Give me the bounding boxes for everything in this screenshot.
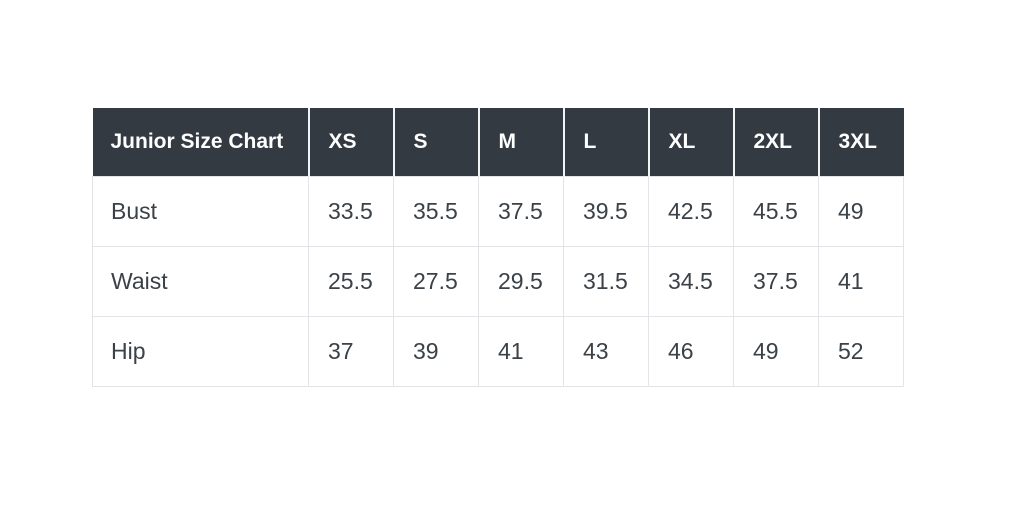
waist-value-2xl: 37.5 — [733, 246, 819, 317]
size-chart-header-row: Junior Size Chart XS S M L XL 2XL 3XL — [92, 108, 904, 177]
hip-value-s: 39 — [393, 316, 479, 387]
waist-value-l: 31.5 — [563, 246, 649, 317]
chart-title: Junior Size Chart — [92, 108, 309, 177]
row-label-bust: Bust — [92, 176, 309, 247]
measurement-row-hip: Hip 37 39 41 43 46 49 52 — [92, 316, 904, 387]
waist-value-3xl: 41 — [818, 246, 904, 317]
measurement-row-bust: Bust 33.5 35.5 37.5 39.5 42.5 45.5 49 — [92, 176, 904, 247]
bust-value-l: 39.5 — [563, 176, 649, 247]
bust-value-3xl: 49 — [818, 176, 904, 247]
hip-value-m: 41 — [478, 316, 564, 387]
bust-value-xl: 42.5 — [648, 176, 734, 247]
row-label-waist: Waist — [92, 246, 309, 317]
bust-value-xs: 33.5 — [308, 176, 394, 247]
column-header-m: M — [477, 108, 564, 177]
hip-value-xl: 46 — [648, 316, 734, 387]
column-header-l: L — [562, 108, 649, 177]
measurement-row-waist: Waist 25.5 27.5 29.5 31.5 34.5 37.5 41 — [92, 246, 904, 317]
column-header-xs: XS — [307, 108, 394, 177]
column-header-2xl: 2XL — [732, 108, 819, 177]
bust-value-m: 37.5 — [478, 176, 564, 247]
size-chart-table: Junior Size Chart XS S M L XL 2XL 3XL Bu… — [92, 108, 904, 387]
hip-value-2xl: 49 — [733, 316, 819, 387]
waist-value-m: 29.5 — [478, 246, 564, 317]
bust-value-2xl: 45.5 — [733, 176, 819, 247]
bust-value-s: 35.5 — [393, 176, 479, 247]
waist-value-s: 27.5 — [393, 246, 479, 317]
waist-value-xs: 25.5 — [308, 246, 394, 317]
hip-value-xs: 37 — [308, 316, 394, 387]
waist-value-xl: 34.5 — [648, 246, 734, 317]
column-header-s: S — [392, 108, 479, 177]
row-label-hip: Hip — [92, 316, 309, 387]
hip-value-l: 43 — [563, 316, 649, 387]
hip-value-3xl: 52 — [818, 316, 904, 387]
column-header-3xl: 3XL — [817, 108, 904, 177]
column-header-xl: XL — [647, 108, 734, 177]
